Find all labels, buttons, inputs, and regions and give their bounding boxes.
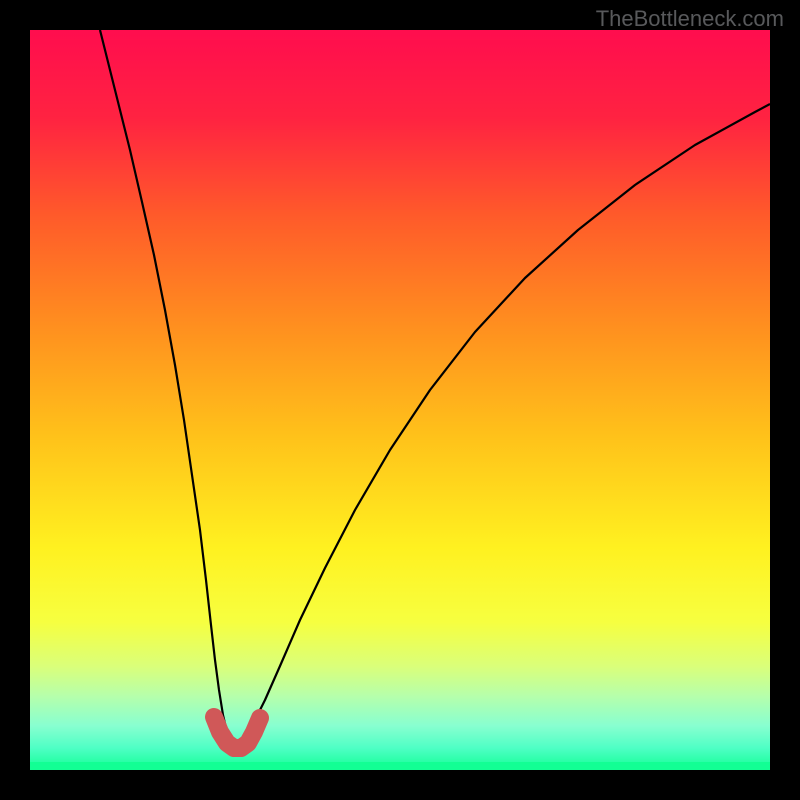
chart-background: [30, 30, 770, 770]
chart-baseline-strip: [30, 762, 770, 770]
bottleneck-chart: [30, 30, 770, 770]
watermark-text: TheBottleneck.com: [596, 6, 784, 32]
chart-svg: [30, 30, 770, 770]
